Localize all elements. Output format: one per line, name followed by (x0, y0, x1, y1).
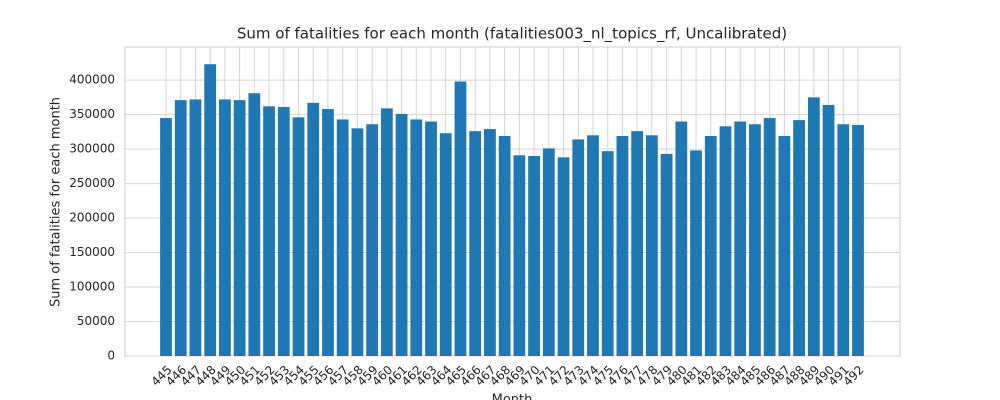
bar (557, 157, 570, 356)
y-tick-label: 150000 (69, 245, 115, 259)
y-tick-label: 400000 (69, 73, 115, 87)
bar (439, 133, 452, 356)
bar (336, 119, 349, 356)
bar (469, 131, 482, 356)
bar (351, 128, 364, 356)
y-tick-label: 350000 (69, 107, 115, 121)
bar (807, 97, 820, 356)
bar (645, 135, 658, 356)
bar (542, 148, 555, 356)
bar (410, 119, 423, 356)
bar (513, 155, 526, 356)
bar (219, 99, 231, 356)
y-tick-label: 300000 (69, 142, 115, 156)
bar (822, 104, 835, 356)
chart-title: Sum of fatalities for each month (fatali… (237, 25, 787, 44)
bar (616, 135, 629, 356)
bar (189, 99, 202, 356)
bar (204, 64, 217, 357)
y-tick-label: 0 (107, 349, 115, 363)
x-axis-label: Month (492, 393, 533, 400)
bar (484, 129, 496, 356)
y-tick-label: 100000 (69, 280, 115, 294)
bar (631, 131, 644, 356)
bar (307, 102, 320, 356)
bar (292, 117, 305, 356)
bar (425, 121, 437, 356)
bar (366, 124, 379, 356)
bar (322, 109, 334, 356)
y-tick-label: 50000 (77, 314, 115, 328)
bar (587, 135, 599, 356)
bar (160, 118, 172, 356)
bar (454, 81, 467, 357)
bar (837, 124, 850, 356)
bar (749, 124, 761, 356)
bar (277, 107, 290, 356)
bar (734, 121, 747, 356)
bar (248, 93, 261, 357)
bar (174, 100, 187, 356)
bar (498, 135, 511, 356)
bar (380, 108, 393, 356)
bar (233, 100, 246, 356)
y-tick-label: 250000 (69, 176, 115, 190)
bar (852, 124, 864, 357)
bar (395, 113, 408, 356)
bar (601, 151, 614, 356)
y-tick-label: 200000 (69, 211, 115, 225)
bar (660, 153, 673, 356)
bar (793, 120, 805, 357)
bar (778, 135, 791, 356)
bar (528, 155, 540, 356)
bar (675, 121, 688, 356)
bar (572, 139, 585, 356)
y-axis-label: Sum of fatalities for each month (49, 97, 64, 307)
bar (690, 150, 702, 356)
bar (704, 135, 717, 356)
bar (719, 126, 732, 356)
bar (763, 118, 776, 356)
bar (263, 106, 275, 357)
